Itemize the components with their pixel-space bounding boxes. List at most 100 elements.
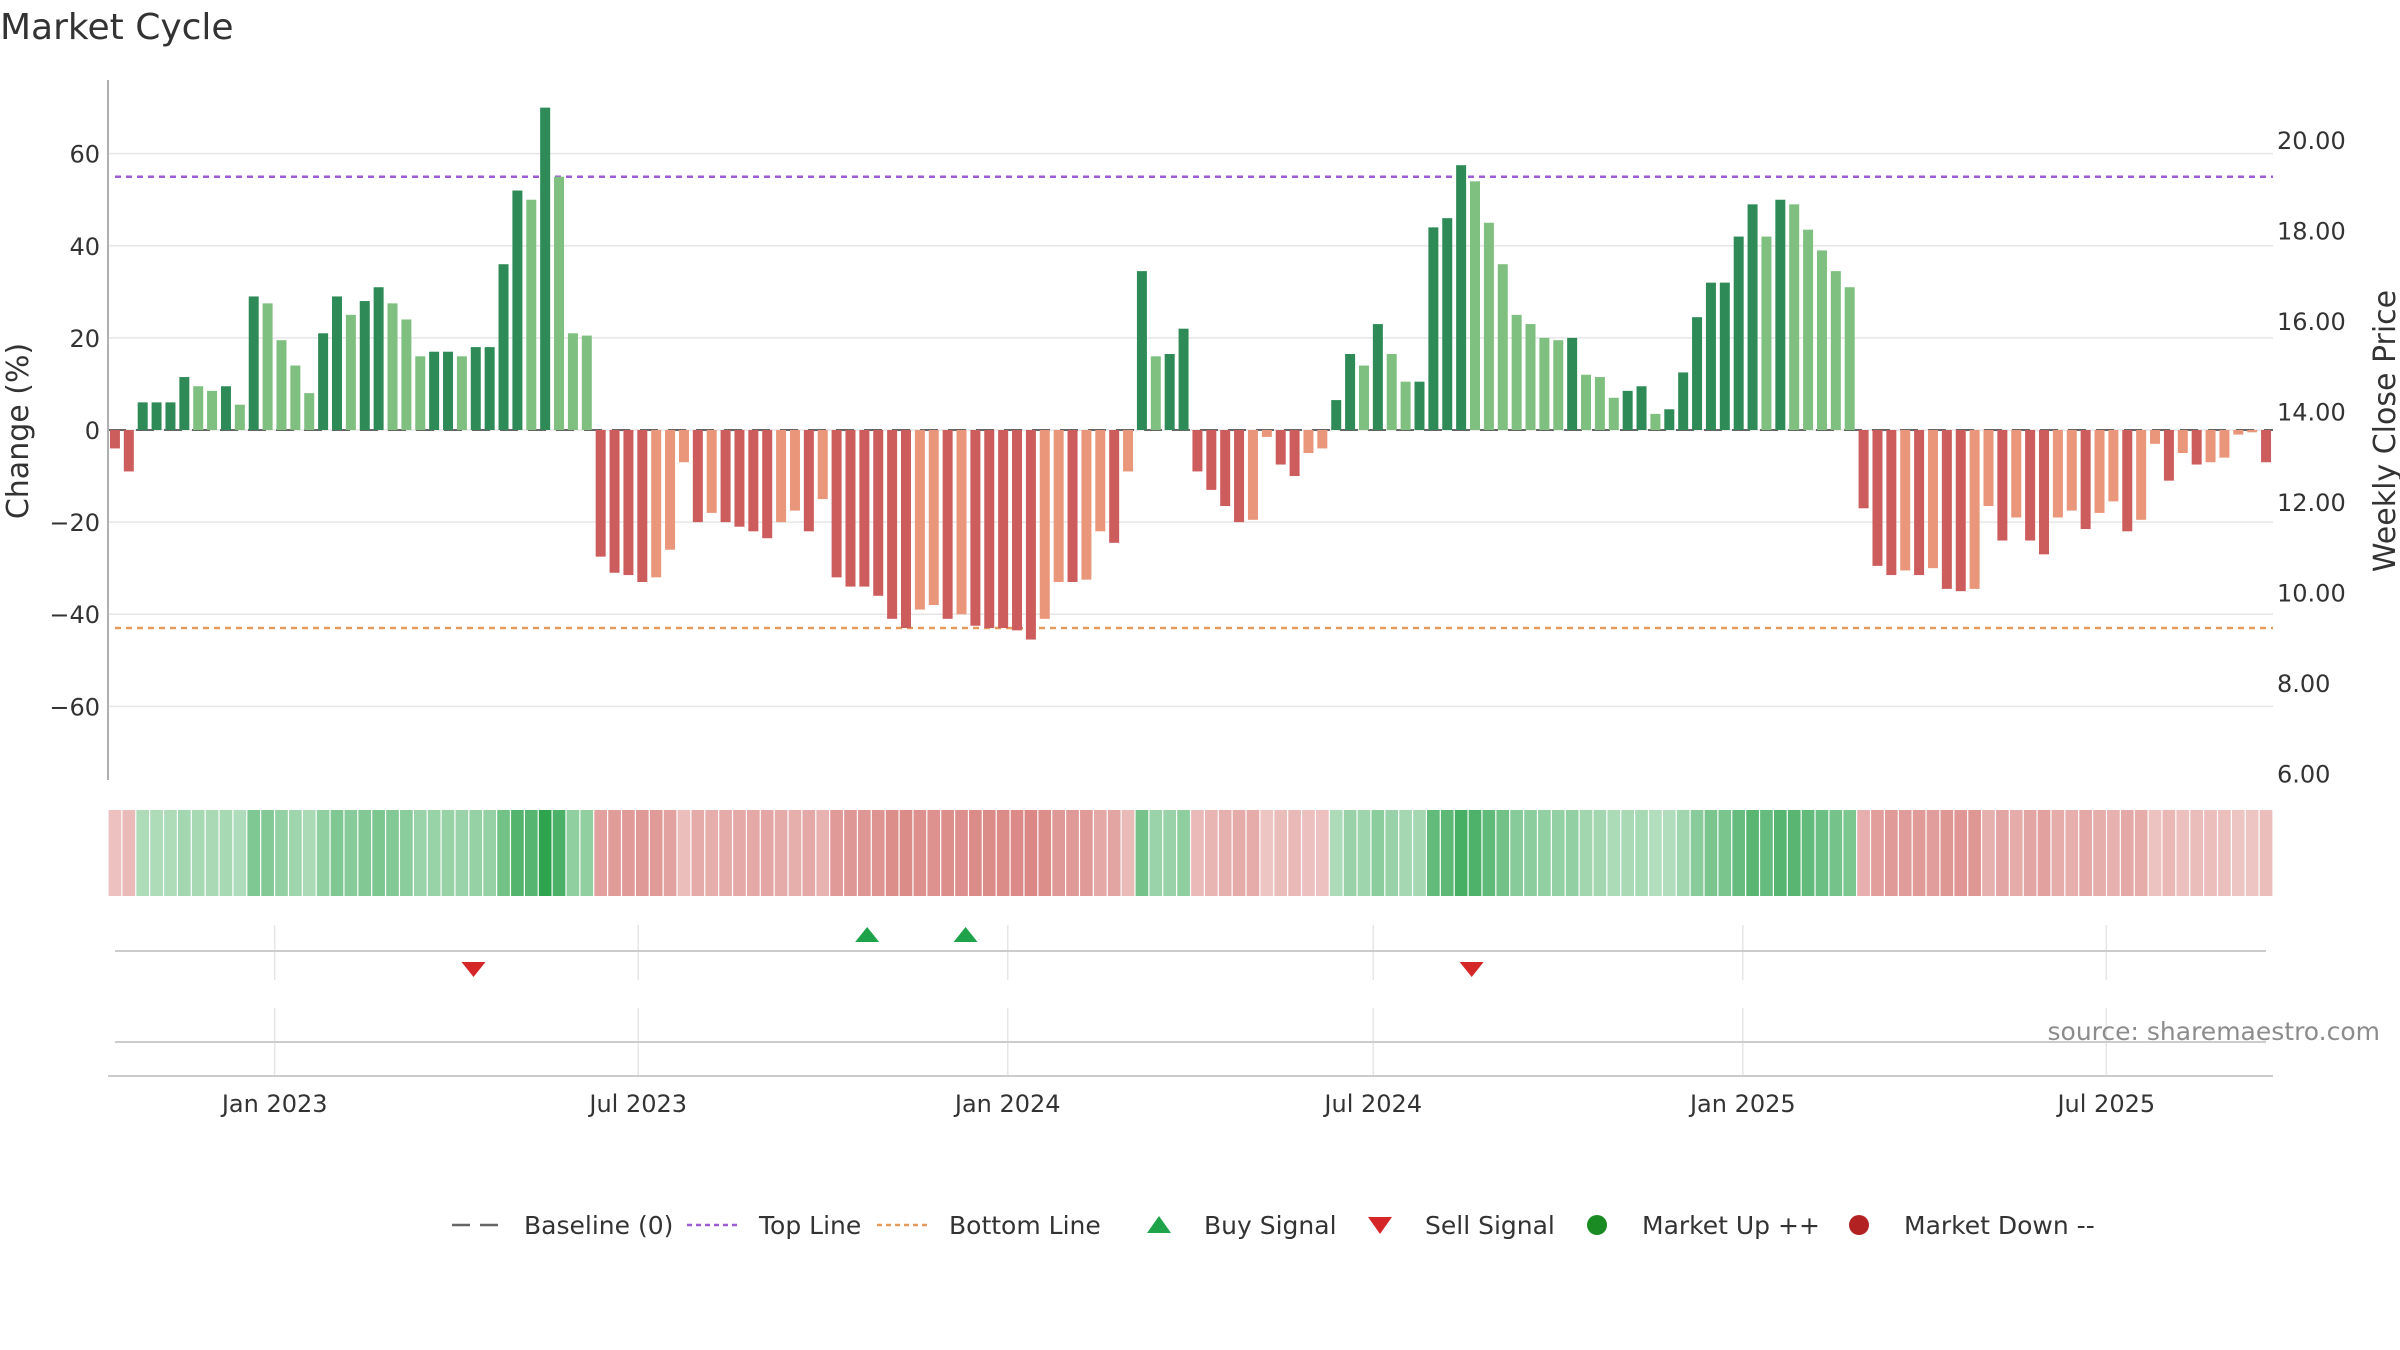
bar: [345, 314, 356, 430]
heat-cell: [455, 810, 469, 896]
bar: [1039, 430, 1050, 619]
bar: [2066, 430, 2077, 511]
bar: [165, 402, 176, 430]
heat-cell: [774, 810, 788, 896]
bar: [554, 176, 565, 430]
heat-cell: [1815, 810, 1829, 896]
heat-cell: [1787, 810, 1801, 896]
heat-cell: [733, 810, 746, 896]
heat-cell: [649, 810, 663, 896]
legend-label: Bottom Line: [949, 1211, 1101, 1240]
bar: [151, 402, 162, 430]
heat-cell: [483, 810, 496, 896]
heat-cell: [1038, 810, 1052, 896]
heat-cell: [1399, 810, 1412, 896]
heat-cell: [247, 810, 261, 896]
y2-tick-label: 14.00: [2277, 399, 2346, 427]
heat-cell: [719, 810, 732, 896]
chart-title: Market Cycle: [0, 7, 234, 48]
heat-cell: [594, 810, 608, 896]
heat-cell: [1135, 810, 1149, 896]
bar: [595, 430, 606, 557]
heat-cell: [1746, 810, 1759, 896]
heat-cell: [1343, 810, 1357, 896]
y-tick-label: −60: [49, 693, 100, 721]
heat-cell: [871, 810, 885, 896]
legend-swatch: [1587, 1215, 1607, 1235]
bar: [970, 430, 981, 626]
heat-cell: [1551, 810, 1565, 896]
heat-cell: [816, 810, 830, 896]
heat-cell: [2023, 810, 2037, 896]
heat-cell: [1232, 810, 1246, 896]
heat-cell: [275, 810, 288, 896]
bar: [2150, 430, 2161, 444]
heat-cell: [677, 810, 691, 896]
heat-cell: [1496, 810, 1510, 896]
heat-cell: [1468, 810, 1482, 896]
heat-cell: [427, 810, 441, 896]
heat-cell: [1607, 810, 1621, 896]
market-up-down-panel: [115, 1008, 2266, 1076]
bar: [248, 296, 259, 430]
bar: [803, 430, 814, 532]
heat-cell: [1829, 810, 1843, 896]
bar: [1358, 365, 1369, 430]
heat-cell: [469, 810, 483, 896]
bar: [290, 365, 301, 430]
heat-cell: [358, 810, 372, 896]
heat-cell: [1218, 810, 1232, 896]
heat-cell: [1649, 810, 1662, 896]
y-tick-label: −20: [49, 509, 100, 537]
heat-cell: [927, 810, 941, 896]
bar: [1206, 430, 1217, 490]
bar: [762, 430, 773, 539]
heat-cell: [400, 810, 413, 896]
x-tick-label: Jan 2023: [220, 1090, 328, 1118]
bar: [1969, 430, 1980, 589]
bar: [623, 430, 634, 576]
heat-cell: [344, 810, 358, 896]
bar: [1275, 430, 1286, 465]
heat-cell: [205, 810, 219, 896]
bar: [1289, 430, 1300, 477]
bar: [220, 386, 231, 430]
bar: [1025, 430, 1036, 640]
heat-cell: [441, 810, 455, 896]
bar: [2080, 430, 2091, 530]
bar: [1442, 218, 1453, 430]
y-axis-ticks: 60 40 20 0 −20 −40 −60: [49, 141, 100, 722]
bar: [1761, 236, 1772, 430]
bar: [1123, 430, 1134, 472]
bar: [2011, 430, 2022, 518]
heat-cell: [1260, 810, 1274, 896]
heat-cell: [885, 810, 899, 896]
bar: [276, 340, 287, 430]
bar: [1927, 430, 1938, 569]
bar: [1608, 397, 1619, 430]
heat-cell: [566, 810, 580, 896]
bar: [1220, 430, 1231, 506]
bar: [526, 199, 537, 430]
heat-cell: [1565, 810, 1579, 896]
bar: [1456, 165, 1467, 430]
heat-cell: [1968, 810, 1981, 896]
heat-cell: [2176, 810, 2190, 896]
heat-cell: [1732, 810, 1746, 896]
heat-cell: [1149, 810, 1163, 896]
heat-cell: [1676, 810, 1690, 896]
heat-cell: [1801, 810, 1815, 896]
bar: [1012, 430, 1023, 631]
source-label: source: sharemaestro.com: [2048, 1017, 2381, 1046]
bar: [1234, 430, 1245, 523]
bar: [1053, 430, 1064, 582]
bar: [1900, 430, 1911, 571]
bar: [1109, 430, 1120, 543]
heat-cell: [2037, 810, 2051, 896]
bar: [1747, 204, 1758, 430]
bar: [1317, 430, 1328, 449]
bar: [401, 319, 412, 430]
heat-cell: [1080, 810, 1093, 896]
heat-cell: [1052, 810, 1065, 896]
